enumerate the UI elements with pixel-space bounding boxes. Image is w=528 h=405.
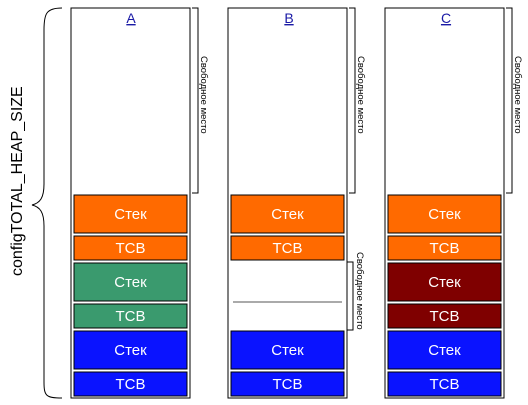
column-a-stack-3 (73, 330, 188, 370)
column-b-stack-3-label: Стек (271, 342, 304, 359)
column-a-tcb-3 (73, 371, 188, 397)
column-b-middle-free-bracket (347, 261, 354, 331)
column-c-tcb-2-label: TCB (430, 308, 460, 325)
column-a-stack-1 (73, 194, 188, 234)
column-c-frame (384, 7, 505, 399)
column-c-stack-3 (387, 330, 502, 370)
column-b-free-label: Свободное место (355, 56, 366, 134)
column-b-tcb-1-label: TCB (273, 240, 303, 257)
column-c-tcb-1 (387, 235, 502, 261)
column-c-free-bracket (506, 7, 513, 194)
column-a-stack-3-label: Стек (114, 342, 147, 359)
column-a-free-label: Свободное место (198, 56, 209, 134)
column-b-tcb-3-label: TCB (273, 376, 303, 393)
column-a: A Стек TCB Стек TCB Стек TCB Свободное м… (70, 7, 209, 399)
column-a-stack-2 (73, 262, 188, 302)
column-a-frame (70, 7, 191, 399)
heap-brace (31, 7, 63, 399)
column-b-tcb-3 (230, 371, 345, 397)
column-b: B Стек TCB Стек TCB Свободное место Своб… (227, 7, 366, 399)
column-c-tcb-3 (387, 371, 502, 397)
column-c-stack-2-label: Стек (428, 274, 461, 291)
column-a-free-bracket (192, 7, 199, 194)
column-a-stack-1-label: Стек (114, 206, 147, 223)
column-b-stack-3 (230, 330, 345, 370)
column-label-a: A (126, 10, 136, 26)
column-a-tcb-2-label: TCB (116, 308, 146, 325)
column-b-middle-free-label: Свободное место (354, 252, 365, 330)
column-c-free-label: Свободное место (512, 56, 523, 134)
column-c-stack-1-label: Стек (428, 206, 461, 223)
column-a-tcb-1-label: TCB (116, 240, 146, 257)
column-b-frame (227, 7, 348, 399)
column-label-b: B (284, 10, 293, 26)
column-a-tcb-1 (73, 235, 188, 261)
column-c-tcb-3-label: TCB (430, 376, 460, 393)
heap-size-label: configTOTAL_HEAP_SIZE (9, 86, 26, 276)
column-c-tcb-2 (387, 303, 502, 329)
column-b-free-bracket (349, 7, 356, 194)
column-b-stack-1-label: Стек (271, 206, 304, 223)
column-b-stack-1 (230, 194, 345, 234)
column-c: C Стек TCB Стек TCB Стек TCB Свободное м… (384, 7, 523, 399)
column-c-stack-2 (387, 262, 502, 302)
column-label-c: C (441, 10, 451, 26)
column-a-tcb-3-label: TCB (116, 376, 146, 393)
column-c-stack-3-label: Стек (428, 342, 461, 359)
column-c-tcb-1-label: TCB (430, 240, 460, 257)
column-c-stack-1 (387, 194, 502, 234)
column-b-tcb-1 (230, 235, 345, 261)
column-a-stack-2-label: Стек (114, 274, 147, 291)
column-a-tcb-2 (73, 303, 188, 329)
